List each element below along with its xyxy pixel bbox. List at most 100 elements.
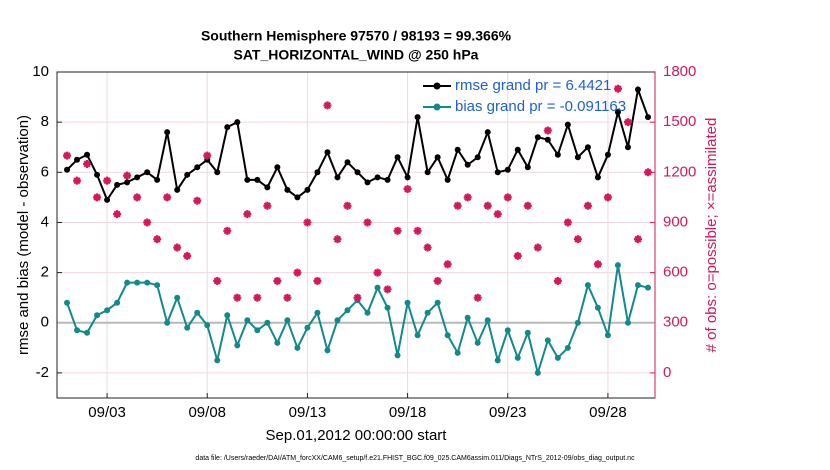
point	[184, 324, 191, 331]
point	[314, 309, 321, 316]
obs-marker	[493, 210, 502, 219]
point	[324, 347, 331, 354]
obs-marker	[403, 185, 412, 194]
point	[74, 327, 81, 334]
point	[354, 169, 361, 176]
obs-marker	[233, 293, 242, 302]
point	[244, 317, 251, 324]
point	[524, 164, 531, 171]
point	[504, 327, 511, 334]
x-tick-label: 09/23	[489, 404, 527, 421]
point	[614, 109, 621, 116]
point	[414, 332, 421, 339]
point	[214, 169, 221, 176]
point	[164, 319, 171, 326]
y-tick-label: 2	[41, 264, 49, 281]
point	[444, 176, 451, 183]
legend-label: bias grand pr = -0.091163	[455, 98, 626, 115]
obs-marker	[83, 159, 92, 168]
obs-marker	[603, 193, 612, 202]
point	[604, 332, 611, 339]
point	[634, 282, 641, 289]
obs-marker	[183, 251, 192, 260]
point	[64, 299, 71, 306]
obs-marker	[303, 218, 312, 227]
obs-marker	[313, 276, 322, 285]
point	[424, 169, 431, 176]
point	[624, 319, 631, 326]
obs-marker	[463, 193, 472, 202]
obs-marker	[563, 218, 572, 227]
point	[104, 196, 111, 203]
obs-marker	[413, 226, 422, 235]
point	[334, 317, 341, 324]
point	[554, 354, 561, 361]
y2-axis-label: # of obs: o=possible; ×=assimilated	[703, 118, 720, 353]
point	[474, 154, 481, 161]
point	[514, 354, 521, 361]
point	[164, 129, 171, 136]
point	[494, 169, 501, 176]
point	[364, 309, 371, 316]
obs-marker	[533, 243, 542, 252]
point	[584, 144, 591, 151]
obs-marker	[513, 251, 522, 260]
obs-marker	[453, 201, 462, 210]
obs-marker	[163, 193, 172, 202]
obs-marker	[343, 201, 352, 210]
point	[94, 171, 101, 178]
y2-tick-label: 1200	[663, 163, 696, 180]
point	[214, 357, 221, 364]
point	[74, 156, 81, 163]
obs-marker	[543, 126, 552, 135]
point	[254, 327, 261, 334]
chart-subtitle: SAT_HORIZONTAL_WIND @ 250 hPa	[234, 47, 479, 63]
point	[444, 332, 451, 339]
obs-marker	[353, 293, 362, 302]
obs-marker	[253, 293, 262, 302]
obs-marker	[593, 260, 602, 269]
point	[304, 186, 311, 193]
obs-marker	[63, 151, 72, 160]
point	[544, 337, 551, 344]
y-axis-label: rmse and bias (model - observation)	[15, 115, 32, 355]
point	[414, 114, 421, 121]
obs-marker	[93, 193, 102, 202]
obs-marker	[633, 235, 642, 244]
obs-marker	[373, 268, 382, 277]
point	[304, 324, 311, 331]
x-tick-label: 09/03	[88, 404, 126, 421]
point	[234, 342, 241, 349]
y2-tick-label: 900	[663, 213, 688, 230]
point	[84, 151, 91, 158]
point	[644, 114, 651, 121]
point	[624, 144, 631, 151]
point	[224, 312, 231, 319]
point	[174, 186, 181, 193]
point	[604, 151, 611, 158]
point	[594, 174, 601, 181]
point	[324, 149, 331, 156]
obs-marker	[423, 243, 432, 252]
point	[154, 176, 161, 183]
x-tick-label: 09/13	[289, 404, 327, 421]
obs-marker	[323, 101, 332, 110]
y2-tick-label: 300	[663, 314, 688, 331]
point	[434, 154, 441, 161]
point	[584, 282, 591, 289]
obs-marker	[173, 243, 182, 252]
y2-tick-label: 0	[663, 364, 671, 381]
obs-marker	[263, 201, 272, 210]
point	[204, 322, 211, 329]
obs-marker	[393, 226, 402, 235]
obs-marker	[383, 285, 392, 294]
point	[474, 339, 481, 346]
y2-tick-label: 600	[663, 264, 688, 281]
obs-marker	[643, 168, 652, 177]
obs-marker	[333, 235, 342, 244]
point	[394, 352, 401, 359]
point	[274, 164, 281, 171]
point	[124, 179, 131, 186]
point	[484, 129, 491, 136]
